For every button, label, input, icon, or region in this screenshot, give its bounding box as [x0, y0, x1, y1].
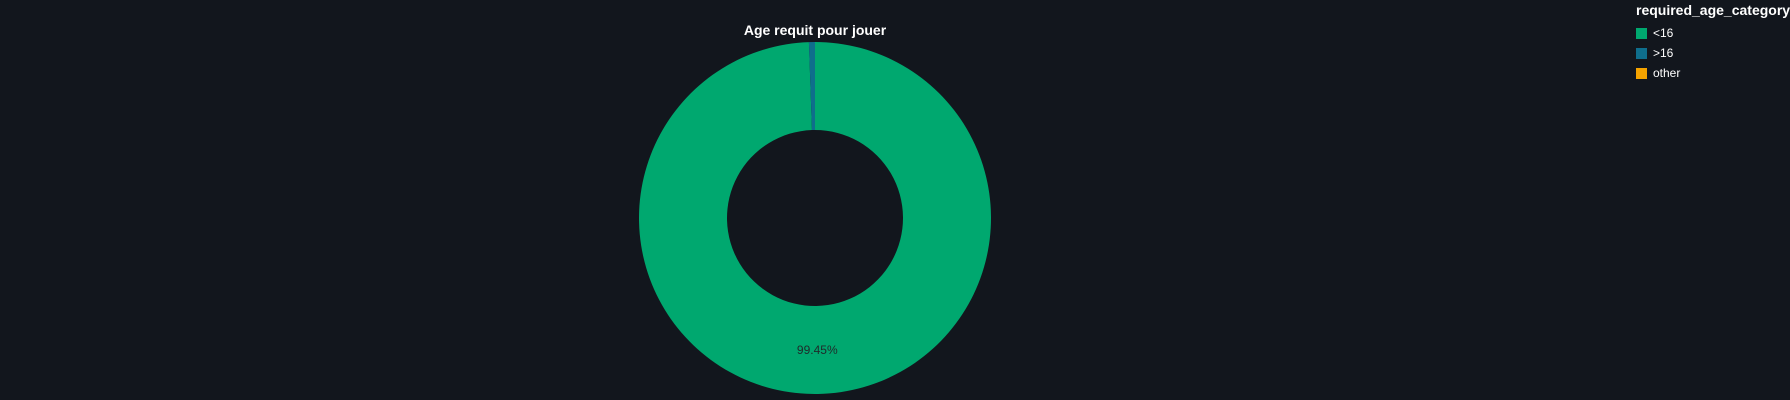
slice-0	[639, 42, 992, 395]
slice-labels-group: 99.45%	[797, 343, 838, 357]
legend-title: required_age_category	[1636, 2, 1790, 18]
chart-title: Age requit pour jouer	[744, 22, 887, 38]
legend-swatch	[1636, 67, 1647, 79]
legend-item-2[interactable]: other	[1636, 63, 1790, 83]
legend-item-1[interactable]: >16	[1636, 43, 1790, 63]
legend: required_age_category <16 >16 other	[1636, 2, 1790, 83]
legend-label: >16	[1653, 46, 1674, 60]
legend-item-0[interactable]: <16	[1636, 23, 1790, 43]
slice-label-0: 99.45%	[797, 343, 838, 357]
slices-group	[639, 42, 992, 395]
slice-1	[808, 42, 815, 131]
legend-swatch	[1636, 27, 1647, 39]
legend-swatch	[1636, 47, 1647, 59]
legend-label: <16	[1653, 26, 1674, 40]
legend-label: other	[1653, 66, 1681, 80]
legend-items: <16 >16 other	[1636, 23, 1790, 83]
